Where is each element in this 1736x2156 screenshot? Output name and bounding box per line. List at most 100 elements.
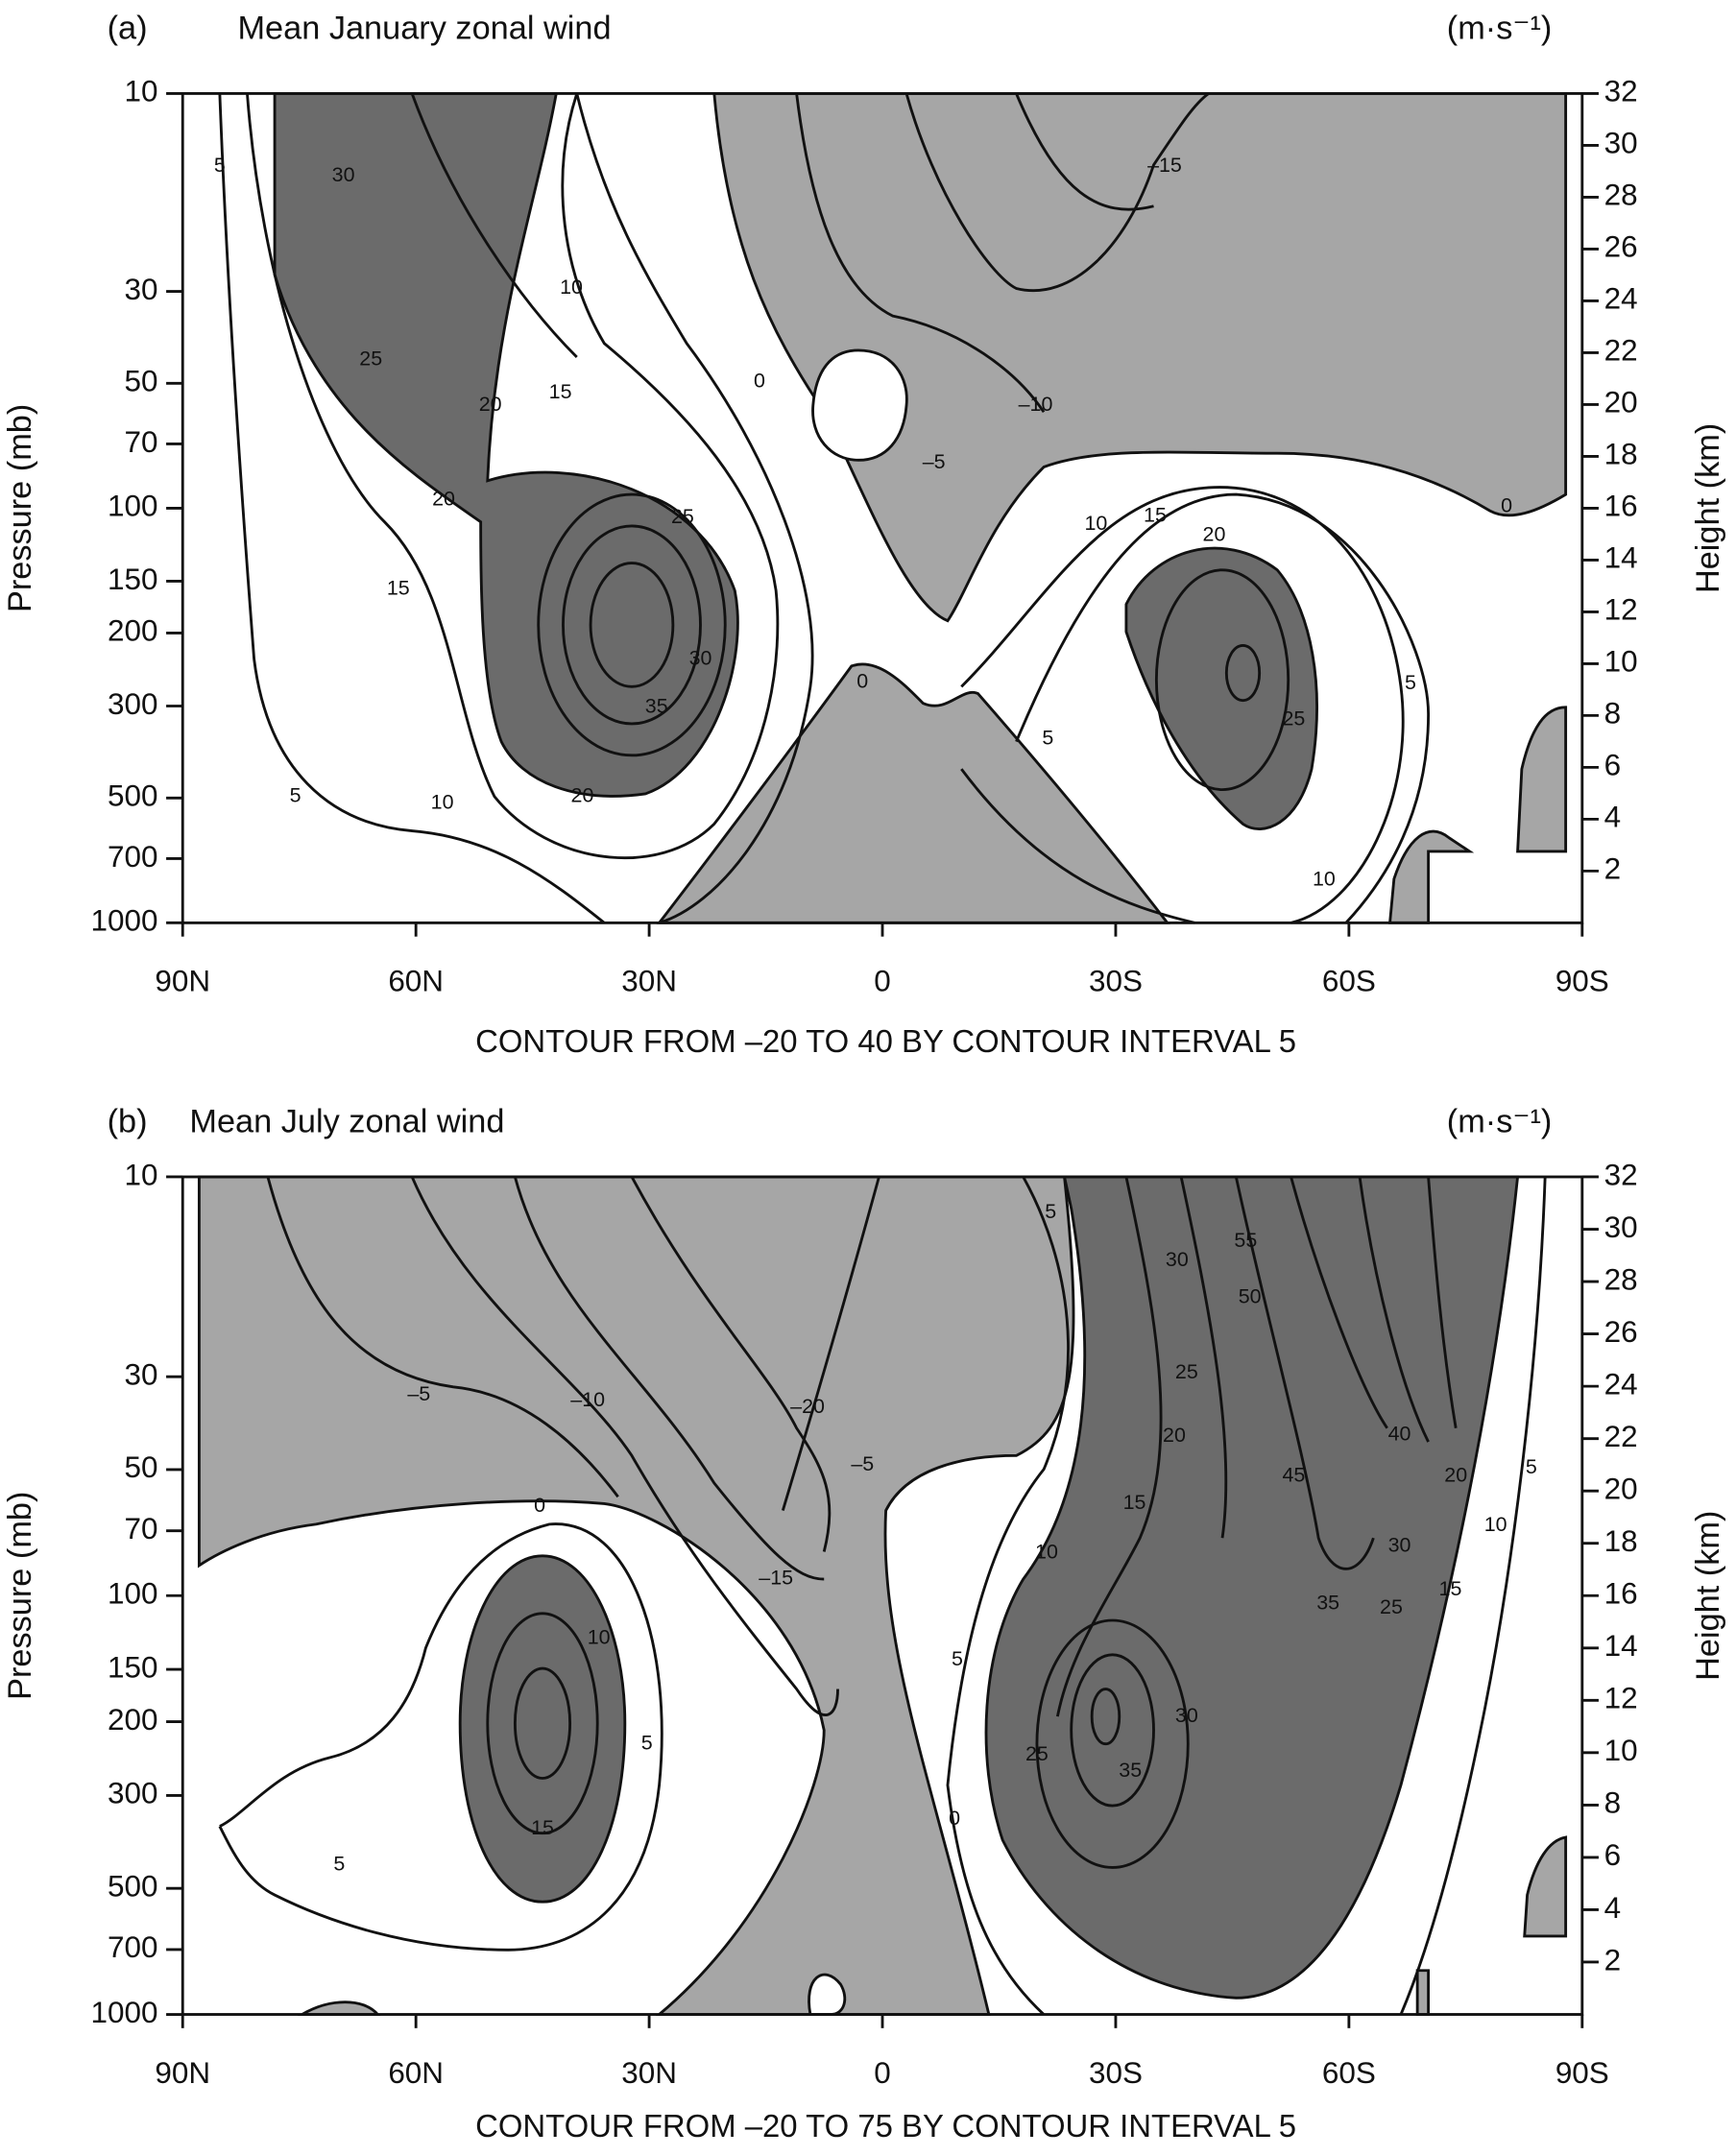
contour-label: –5 [923, 450, 946, 473]
x-tick-label: 90S [1555, 2056, 1609, 2090]
jet-core-region [984, 1175, 1520, 2000]
y2-tick-label: 30 [1604, 127, 1638, 160]
y-tick-label: 1000 [91, 1996, 158, 2029]
contour-label: –20 [790, 1395, 825, 1418]
x-tick-label: 30S [1089, 2056, 1143, 2090]
contour-line [960, 486, 1405, 924]
x-tick-label: 60S [1322, 965, 1376, 998]
y-tick-label: 150 [108, 1650, 157, 1684]
contour-line [1224, 644, 1262, 703]
contour-line [513, 1666, 572, 1780]
contour-label: 30 [332, 163, 355, 186]
jet-core-region [458, 1554, 627, 1904]
contour-label: 30 [1175, 1704, 1198, 1727]
y2-tick-label: 10 [1604, 1734, 1638, 1767]
contour-label: 45 [1282, 1463, 1305, 1486]
contour-label: 5 [1526, 1455, 1537, 1478]
y2-tick-label: 6 [1604, 1838, 1621, 1872]
negative-region [1415, 1969, 1431, 2016]
x-tick-label: 90N [155, 965, 210, 998]
contour-label: 0 [754, 369, 765, 392]
contour-label: 15 [1123, 1491, 1146, 1514]
y-tick-label: 700 [108, 1930, 157, 1964]
y-tick-label: 300 [108, 1777, 157, 1810]
y-tick-label: 10 [124, 75, 157, 108]
y2-tick-label: 6 [1604, 749, 1621, 782]
contour-line [1035, 1618, 1190, 1869]
x-tick-label: 30N [621, 2056, 677, 2090]
x-tick-label: 0 [874, 965, 891, 998]
contour-label: 10 [1313, 868, 1336, 891]
negative-region [1387, 829, 1475, 924]
y2-tick-label: 2 [1604, 1943, 1621, 1976]
y2-tick-label: 4 [1604, 1891, 1621, 1925]
contour-line [1234, 1176, 1375, 1570]
contour-label: 50 [1239, 1285, 1262, 1308]
contour-label: 35 [1316, 1592, 1339, 1615]
contour-line [1358, 1176, 1430, 1443]
contour-label: 30 [689, 646, 712, 669]
contour-label: 5 [952, 1647, 963, 1670]
x-tick-label: 60N [388, 965, 444, 998]
contour-line [1290, 1176, 1388, 1429]
contour-line [246, 92, 780, 860]
y-tick-label: 50 [124, 1450, 157, 1484]
contour-line [575, 93, 814, 924]
y2-tick-label: 26 [1604, 1315, 1638, 1349]
chart-title: Mean January zonal wind [237, 11, 611, 47]
y-axis-label: Pressure (mb) [2, 1492, 38, 1700]
contour-label: 25 [359, 347, 382, 371]
y2-tick-label: 18 [1604, 1524, 1638, 1558]
contour-line [904, 92, 1210, 293]
y-axis-label: Pressure (mb) [2, 404, 38, 612]
y-tick-label: 70 [124, 425, 157, 459]
contour-label: 5 [1045, 1200, 1056, 1223]
contour-label: –5 [407, 1382, 430, 1405]
contour-label: –15 [759, 1567, 793, 1590]
contour-label: 25 [1282, 707, 1305, 730]
footnote: CONTOUR FROM –20 TO 75 BY CONTOUR INTERV… [475, 2108, 1296, 2144]
y2-tick-label: 20 [1604, 386, 1638, 419]
y2-tick-label: 28 [1604, 179, 1638, 212]
contour-label: 10 [560, 275, 583, 299]
y-tick-label: 10 [124, 1158, 157, 1191]
zero-island [808, 1973, 847, 2016]
contour-line [946, 1176, 1070, 2016]
y2-tick-label: 22 [1604, 1420, 1638, 1453]
y-tick-label: 100 [108, 490, 157, 523]
contour-line [1399, 1176, 1547, 2016]
y2-tick-label: 32 [1604, 75, 1638, 108]
contour-label: –15 [1147, 154, 1182, 177]
y2-tick-label: 30 [1604, 1210, 1638, 1244]
contour-label: 20 [1444, 1463, 1467, 1486]
x-tick-label: 0 [874, 2056, 891, 2090]
contour-label: 5 [641, 1731, 653, 1754]
contour-label: 10 [431, 791, 454, 814]
contour-label: 15 [549, 380, 572, 403]
contour-line [781, 1176, 880, 1511]
contour-label: 15 [531, 1816, 554, 1839]
zero-island [811, 348, 908, 462]
contour-label: 15 [387, 576, 410, 599]
y2-tick-label: 14 [1604, 541, 1638, 575]
contour-line [514, 1176, 825, 1581]
contour-line [410, 1176, 839, 1717]
contour-line [562, 524, 702, 726]
y2-tick-label: 8 [1604, 1786, 1621, 1820]
contour-label: –5 [851, 1452, 874, 1475]
y-tick-label: 500 [108, 1870, 157, 1904]
y2-tick-label: 26 [1604, 230, 1638, 264]
y2-tick-label: 28 [1604, 1262, 1638, 1296]
x-tick-label: 30S [1089, 965, 1143, 998]
y2-tick-label: 12 [1604, 1682, 1638, 1715]
contour-label: –10 [1019, 393, 1053, 416]
panel-label: (b) [108, 1103, 148, 1139]
contour-label: 15 [1439, 1577, 1462, 1600]
contour-label: 15 [1144, 504, 1167, 527]
footnote: CONTOUR FROM –20 TO 40 BY CONTOUR INTERV… [475, 1023, 1296, 1059]
y2-tick-label: 14 [1604, 1629, 1638, 1663]
contour-label: 25 [1025, 1742, 1049, 1765]
y-tick-label: 30 [124, 1357, 157, 1391]
contour-label: 10 [1484, 1513, 1507, 1536]
